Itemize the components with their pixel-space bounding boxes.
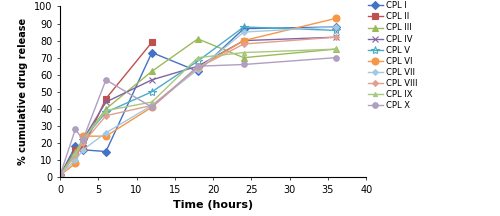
CPL IV (72, 152, 78, 154)
CPL X (103, 79, 109, 81)
CPL VII (332, 26, 338, 28)
CPL IV (195, 65, 201, 68)
CPL VIII (241, 43, 247, 45)
Line: CPL I: CPL I (57, 24, 338, 178)
CPL III (195, 38, 201, 40)
CPL IX (149, 101, 155, 103)
CPL I (332, 26, 338, 28)
CPL V (72, 154, 78, 156)
Legend: CPL I, CPL II, CPL III, CPL IV, CPL V, CPL VI, CPL VII, CPL VIII, CPL IX, CPL X: CPL I, CPL II, CPL III, CPL IV, CPL V, C… (364, 0, 421, 113)
CPL I (80, 149, 86, 151)
Line: CPL IX: CPL IX (58, 47, 338, 178)
CPL II (57, 174, 63, 177)
CPL III (103, 108, 109, 110)
CPL VIII (149, 104, 155, 107)
Line: CPL VIII: CPL VIII (58, 35, 338, 178)
CPL III (57, 174, 63, 177)
CPL III (149, 70, 155, 73)
CPL II (72, 149, 78, 151)
X-axis label: Time (hours): Time (hours) (173, 200, 253, 210)
CPL VII (241, 31, 247, 33)
CPL IX (103, 109, 109, 112)
CPL VIII (80, 142, 86, 144)
CPL X (80, 138, 86, 141)
CPL III (332, 48, 338, 51)
CPL IX (241, 51, 247, 54)
CPL V (57, 174, 63, 177)
CPL X (241, 63, 247, 66)
CPL VIII (195, 67, 201, 69)
CPL I (241, 27, 247, 30)
CPL IX (80, 138, 86, 141)
CPL III (80, 138, 86, 141)
CPL VIII (57, 174, 63, 177)
CPL VII (195, 68, 201, 71)
CPL IV (149, 79, 155, 81)
CPL II (103, 97, 109, 100)
CPL VIII (332, 36, 338, 38)
Line: CPL III: CPL III (56, 35, 339, 179)
CPL II (80, 147, 86, 149)
Line: CPL X: CPL X (57, 55, 338, 178)
CPL III (241, 56, 247, 59)
CPL VI (149, 106, 155, 108)
CPL VII (72, 159, 78, 161)
CPL II (149, 41, 155, 44)
CPL I (57, 174, 63, 177)
CPL X (149, 106, 155, 108)
CPL IV (103, 101, 109, 103)
CPL I (103, 150, 109, 153)
CPL I (149, 51, 155, 54)
CPL V (80, 138, 86, 141)
CPL VI (57, 174, 63, 177)
CPL VI (195, 67, 201, 69)
CPL VI (72, 162, 78, 165)
CPL IX (57, 174, 63, 177)
CPL X (57, 174, 63, 177)
Line: CPL IV: CPL IV (56, 34, 339, 179)
CPL VII (57, 174, 63, 177)
CPL IV (80, 138, 86, 141)
CPL V (103, 111, 109, 114)
CPL V (241, 26, 247, 28)
CPL VI (241, 39, 247, 42)
CPL IX (72, 152, 78, 154)
CPL IV (57, 174, 63, 177)
Line: CPL II: CPL II (56, 39, 156, 179)
Line: CPL VII: CPL VII (58, 25, 338, 178)
CPL III (72, 150, 78, 153)
CPL VI (80, 135, 86, 137)
CPL VI (103, 135, 109, 137)
CPL IX (195, 56, 201, 59)
CPL VII (149, 104, 155, 107)
Line: CPL V: CPL V (56, 23, 340, 179)
CPL VIII (103, 114, 109, 117)
CPL V (149, 91, 155, 93)
CPL I (195, 70, 201, 73)
CPL IX (332, 48, 338, 51)
CPL VIII (72, 154, 78, 156)
CPL V (332, 29, 338, 32)
CPL I (72, 145, 78, 148)
Y-axis label: % cumulative drug release: % cumulative drug release (18, 18, 28, 165)
CPL VI (332, 17, 338, 20)
CPL IV (332, 36, 338, 38)
CPL V (195, 60, 201, 62)
CPL VII (80, 149, 86, 151)
Line: CPL VI: CPL VI (56, 15, 339, 179)
CPL X (72, 128, 78, 131)
CPL X (332, 56, 338, 59)
CPL X (195, 65, 201, 68)
CPL VII (103, 132, 109, 134)
CPL IV (241, 39, 247, 42)
